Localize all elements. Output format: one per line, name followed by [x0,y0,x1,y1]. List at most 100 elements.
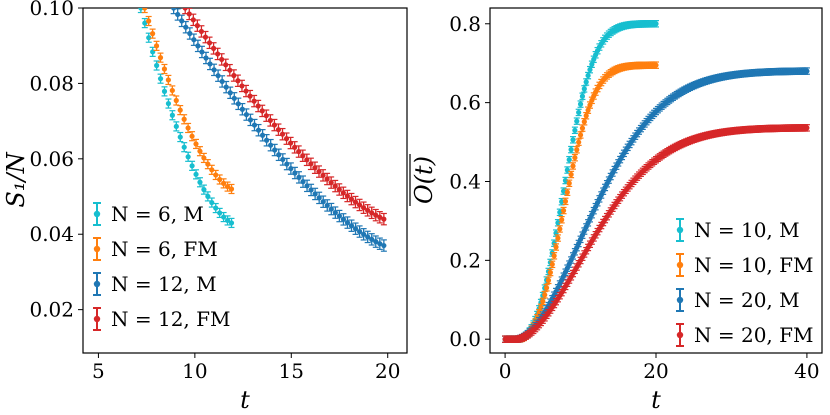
data-point [574,118,580,124]
data-point [187,30,193,37]
right-x-axis-label: t [651,386,661,414]
legend-marker-dot [676,331,684,339]
data-point [324,202,330,209]
data-point [381,242,387,249]
y-tick-label: 0.06 [29,147,74,171]
data-point [570,163,576,169]
data-point [213,172,219,178]
left-data-marks [137,8,387,252]
left-plot-frame [82,7,408,354]
data-point [577,132,584,138]
legend-marker-dot [93,315,101,323]
data-point [583,79,589,85]
data-point [259,132,266,138]
y-tick-label: 0.0 [449,327,481,351]
x-tick-label: 20 [375,359,400,383]
data-point [185,154,191,160]
legend-marker-dot [676,226,684,234]
data-point [336,186,342,193]
data-point [138,8,144,11]
series-n-12-fm [182,8,387,226]
data-point [559,217,565,223]
data-point [553,244,559,250]
data-point [360,205,367,211]
data-point [215,73,221,79]
data-point [239,83,245,89]
data-point [193,141,199,147]
data-point [568,171,574,178]
series-n-6-fm [141,8,235,195]
legend-label: N = 12, M [111,272,217,296]
data-point [340,216,347,222]
data-point [344,220,351,226]
data-point [224,217,231,224]
data-point [545,277,552,283]
data-point [142,20,148,26]
data-point [161,88,168,94]
data-point [165,100,172,107]
data-point [206,40,213,46]
data-point [227,67,233,73]
legend-item: N = 10, M [676,218,800,242]
series-n-20-fm [502,124,810,343]
data-point [207,61,213,67]
data-point [201,187,207,193]
y-tick-label: 0.8 [449,12,481,36]
x-tick-label: 15 [279,359,304,383]
data-point [551,253,557,259]
data-point [272,147,278,153]
legend-label: N = 20, M [694,288,800,312]
data-point [191,37,197,43]
right-y-axis-label: O(t) [410,156,438,204]
data-point [557,226,563,232]
data-point [195,43,201,49]
data-point [190,17,196,23]
data-point [356,202,363,208]
legend-item: N = 20, FM [676,323,814,347]
data-point [336,213,342,219]
data-point [193,171,199,177]
data-point [235,101,241,107]
data-point [288,165,294,172]
data-point [324,176,330,182]
legend-label: N = 6, FM [111,237,218,261]
data-point [179,18,185,24]
data-point [198,28,205,35]
data-point [328,180,334,186]
legend-label: N = 10, M [694,218,800,242]
data-point [574,147,580,153]
data-point [223,84,229,90]
data-point [562,198,569,204]
data-point [224,183,231,190]
x-tick-label: 0 [499,359,512,383]
data-point [169,87,175,94]
data-point [373,239,379,245]
data-point [542,292,548,298]
data-point [583,113,589,119]
data-point [157,55,164,61]
legend-marker-dot [93,210,101,218]
right-data-marks [502,20,810,343]
data-point [219,56,225,63]
data-point [215,51,221,57]
data-point [332,183,338,189]
data-point [566,157,572,163]
data-point [377,241,383,247]
data-point [560,207,567,214]
data-point [543,285,550,291]
data-point [549,261,555,267]
data-point [369,210,375,216]
data-point [320,172,326,178]
data-point [344,193,350,199]
data-point [146,35,152,41]
data-point [243,111,250,118]
data-point [181,116,187,122]
data-point [228,186,235,192]
data-point [221,214,227,220]
data-point [154,62,160,69]
legend-item: N = 6, FM [93,237,218,261]
data-point [576,139,582,145]
data-point [171,8,177,11]
data-point [361,231,367,237]
legend-marker-dot [676,296,684,304]
